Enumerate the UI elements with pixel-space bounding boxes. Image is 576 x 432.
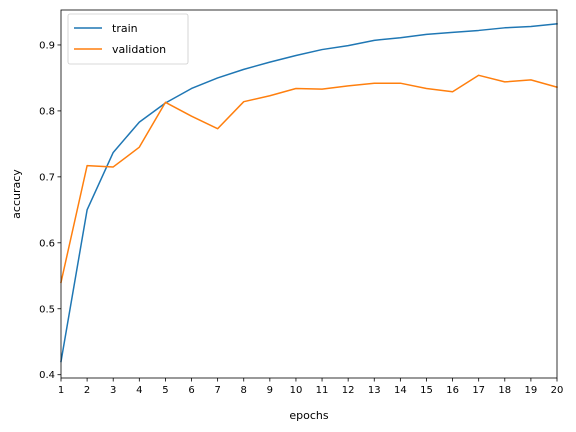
x-tick-label: 10 bbox=[290, 385, 303, 396]
series-line-validation bbox=[60, 74, 558, 284]
x-tick-label: 14 bbox=[394, 385, 407, 396]
y-axis-ticks: 0.4 0.5 0.6 0.7 0.8 0.9 bbox=[39, 40, 61, 381]
x-tick-label: 3 bbox=[110, 385, 116, 396]
x-tick-label: 9 bbox=[267, 385, 273, 396]
y-tick-label: 0.7 bbox=[39, 172, 55, 183]
y-tick-label: 0.5 bbox=[39, 304, 55, 315]
legend-box bbox=[67, 13, 189, 65]
legend-label-train: train bbox=[112, 22, 138, 35]
axes-frame bbox=[60, 9, 558, 379]
x-tick-label: 15 bbox=[420, 385, 433, 396]
x-tick-label: 17 bbox=[472, 385, 485, 396]
x-tick-label: 6 bbox=[188, 385, 194, 396]
series-layer bbox=[60, 23, 558, 363]
x-tick-label: 20 bbox=[551, 385, 564, 396]
x-tick-label: 18 bbox=[498, 385, 511, 396]
x-tick-label: 4 bbox=[136, 385, 142, 396]
x-tick-label: 5 bbox=[162, 385, 168, 396]
legend: train validation bbox=[67, 13, 189, 65]
x-tick-label: 13 bbox=[368, 385, 381, 396]
y-tick-label: 0.8 bbox=[39, 106, 55, 117]
x-tick-label: 2 bbox=[84, 385, 90, 396]
x-tick-label: 12 bbox=[342, 385, 355, 396]
x-tick-label: 1 bbox=[58, 385, 64, 396]
x-tick-label: 8 bbox=[241, 385, 247, 396]
x-axis-ticks: 1 2 3 4 5 6 7 8 9 10 11 12 13 14 15 16 17 18 19 20 bbox=[58, 378, 564, 396]
y-tick-label: 0.9 bbox=[39, 40, 55, 51]
x-axis-label: epochs bbox=[289, 409, 328, 422]
x-tick-label: 16 bbox=[446, 385, 459, 396]
series-line-train bbox=[60, 23, 558, 363]
x-tick-label: 19 bbox=[525, 385, 538, 396]
y-tick-label: 0.4 bbox=[39, 370, 55, 381]
legend-label-validation: validation bbox=[112, 43, 166, 56]
x-tick-label: 11 bbox=[316, 385, 329, 396]
x-tick-label: 7 bbox=[214, 385, 220, 396]
y-axis-label: accuracy bbox=[10, 169, 23, 219]
y-tick-label: 0.6 bbox=[39, 238, 55, 249]
